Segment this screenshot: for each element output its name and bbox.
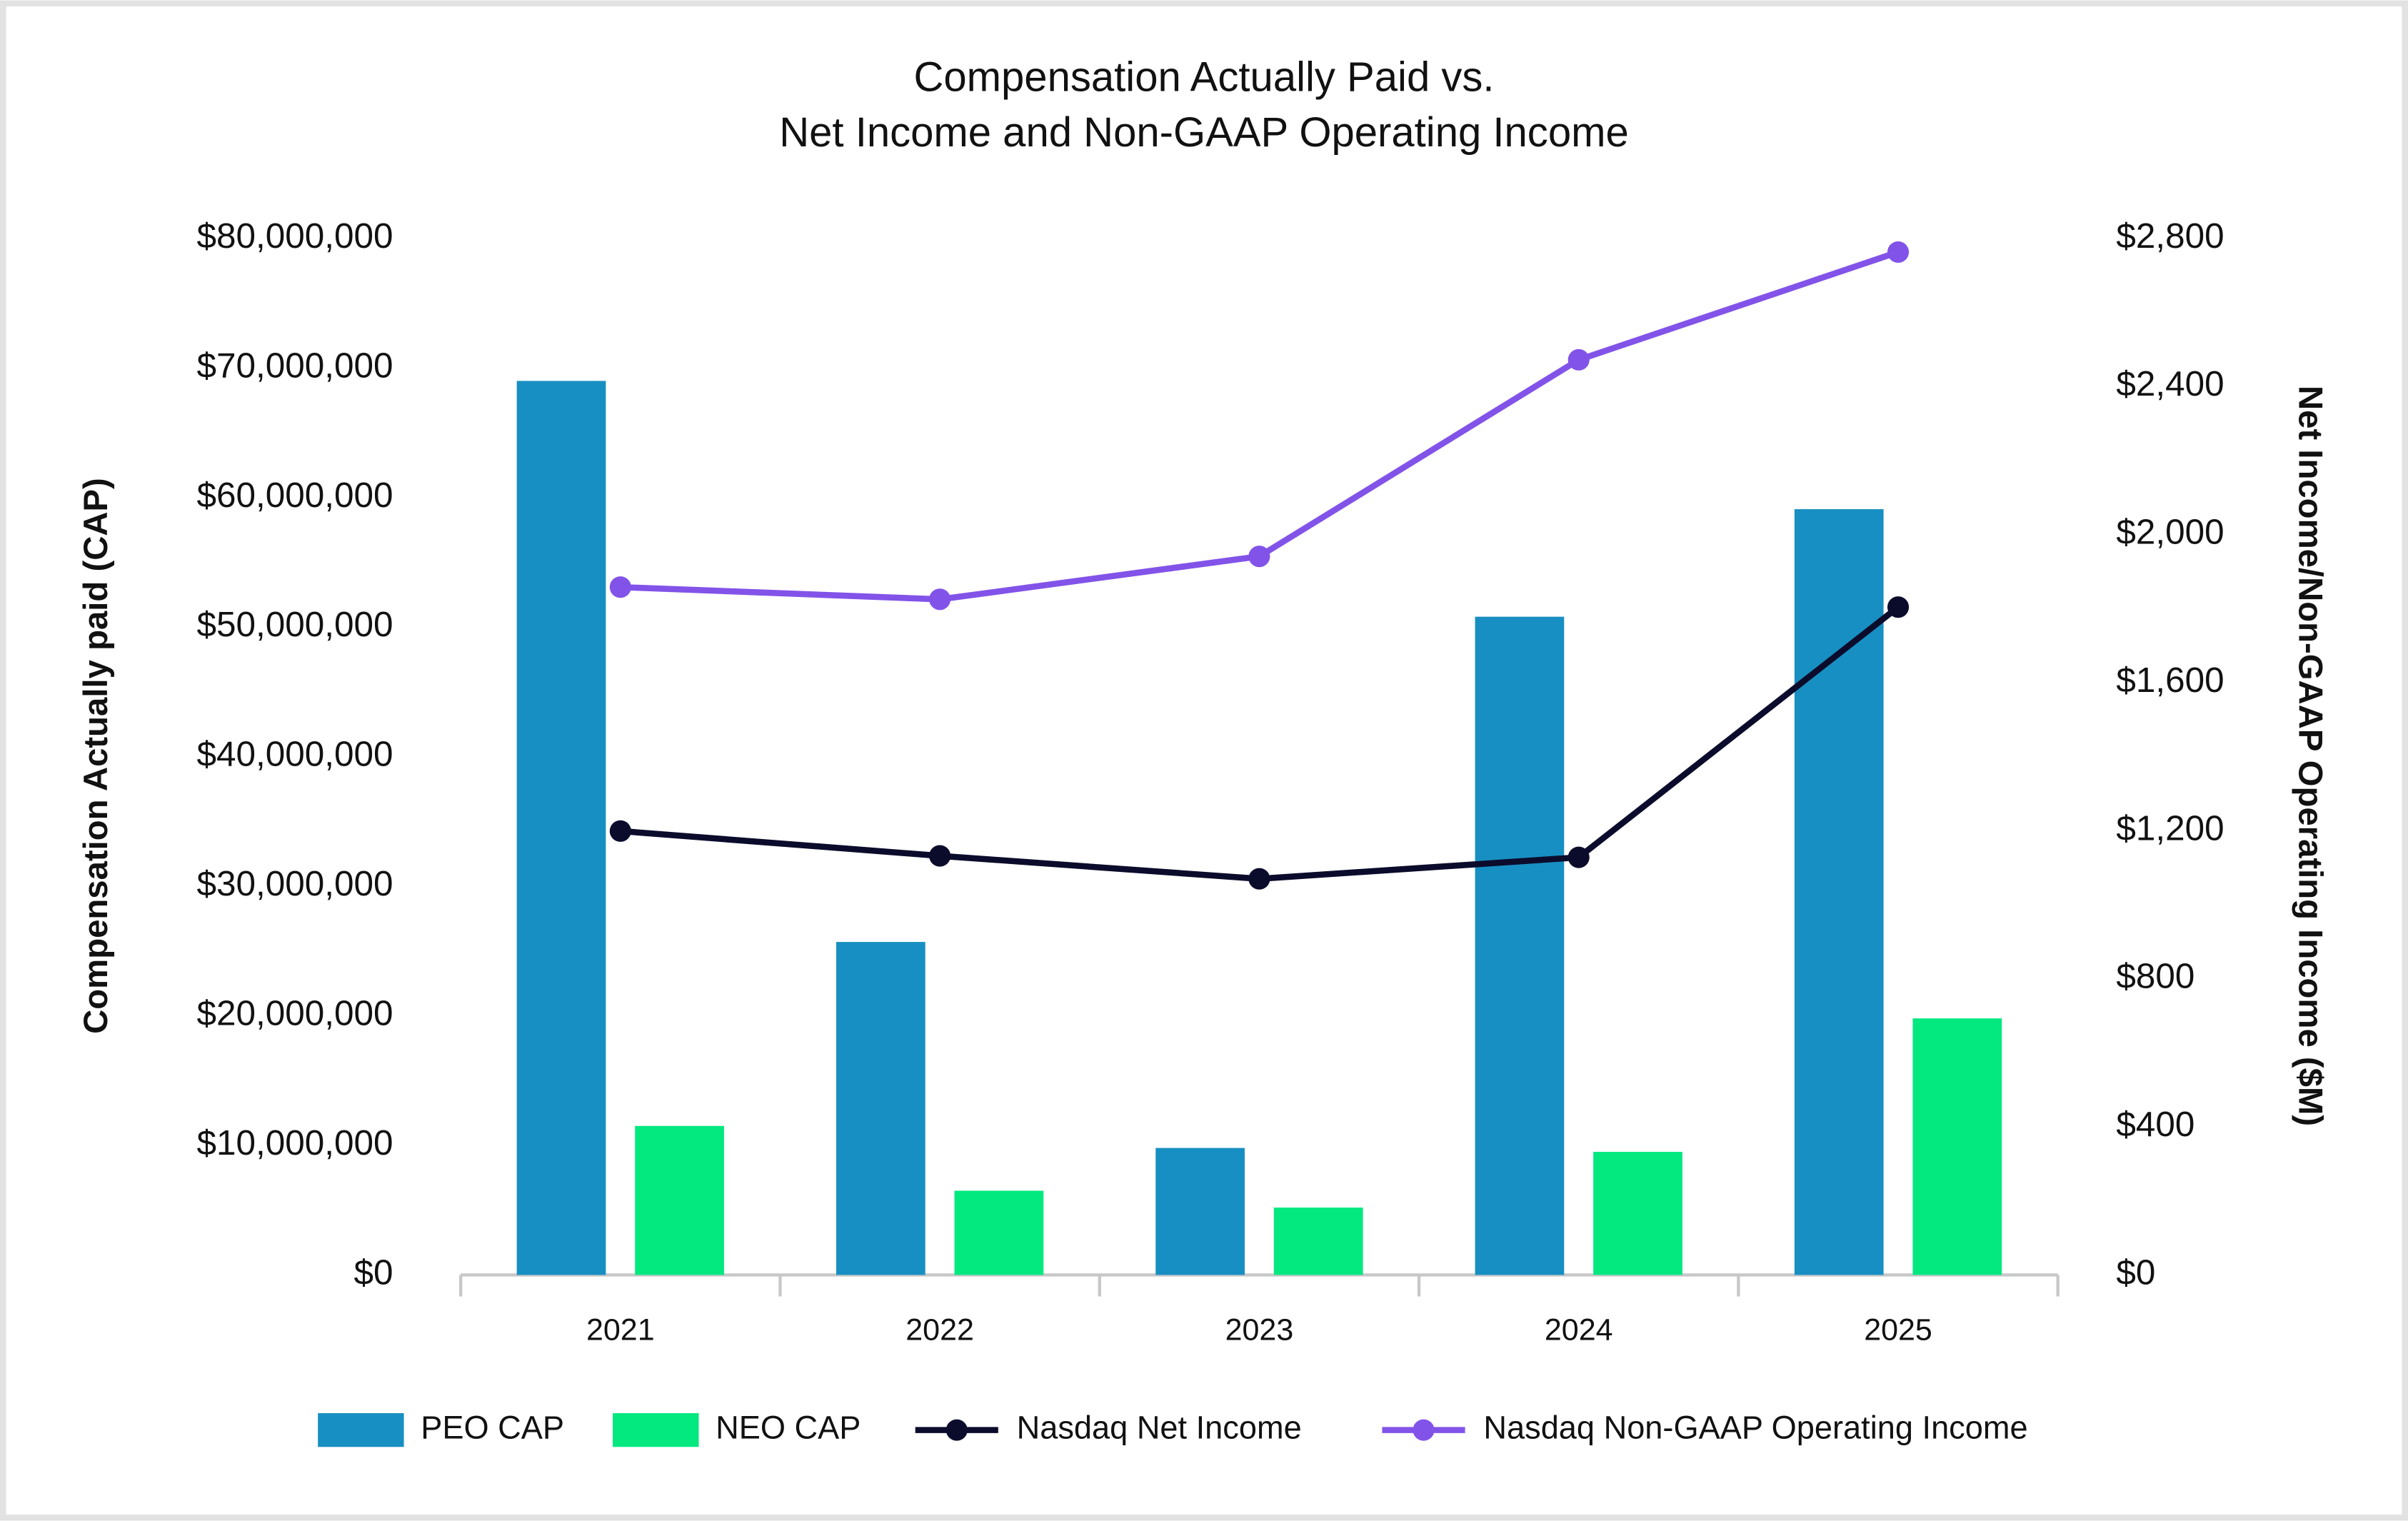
bar	[1794, 509, 1884, 1275]
line-point	[609, 820, 631, 842]
legend-label: PEO CAP	[421, 1410, 564, 1446]
y2-tick-label: $1,200	[2116, 808, 2224, 848]
line-point	[609, 576, 631, 598]
legend-label: Nasdaq Net Income	[1017, 1410, 1302, 1446]
line-point	[1567, 846, 1590, 868]
bar	[635, 1125, 724, 1275]
x-tick-label: 2025	[1864, 1312, 1932, 1347]
chart-title: Net Income and Non-GAAP Operating Income	[779, 109, 1629, 156]
line-point	[1567, 348, 1590, 371]
y2-axis-label: Net Income/Non-GAAP Operating Income ($M…	[2292, 386, 2329, 1126]
y2-tick-label: $2,800	[2116, 216, 2224, 256]
line-point	[1248, 868, 1270, 890]
y-tick-label: $20,000,000	[197, 994, 393, 1033]
bar	[954, 1190, 1044, 1275]
x-tick-label: 2021	[586, 1312, 655, 1347]
y2-tick-label: $800	[2116, 957, 2194, 996]
y-tick-label: $60,000,000	[197, 476, 393, 515]
chart-title: Compensation Actually Paid vs.	[913, 54, 1494, 101]
bar	[836, 942, 925, 1275]
x-tick-label: 2024	[1545, 1312, 1613, 1347]
y2-tick-label: $1,600	[2116, 661, 2224, 700]
bar	[516, 381, 606, 1275]
y-tick-label: $0	[354, 1253, 393, 1292]
legend-swatch	[613, 1412, 699, 1447]
x-tick-label: 2023	[1225, 1312, 1294, 1347]
line-point	[1248, 546, 1270, 568]
y2-tick-label: $0	[2116, 1253, 2155, 1292]
legend-label: Nasdaq Non-GAAP Operating Income	[1483, 1410, 2027, 1446]
line-point	[929, 845, 951, 867]
y2-tick-label: $400	[2116, 1105, 2194, 1144]
legend-label: NEO CAP	[716, 1410, 861, 1446]
bar	[1475, 616, 1565, 1275]
line-point	[1887, 241, 1910, 263]
bar	[1593, 1152, 1682, 1275]
legend-swatch	[318, 1412, 404, 1447]
y-tick-label: $10,000,000	[197, 1123, 393, 1163]
y-tick-label: $80,000,000	[197, 216, 393, 256]
bar	[1273, 1208, 1363, 1275]
y2-tick-label: $2,000	[2116, 513, 2224, 552]
y-axis-label: Compensation Actually paid (CAP)	[77, 478, 115, 1034]
y-tick-label: $70,000,000	[197, 346, 393, 385]
line-point	[1887, 596, 1910, 618]
legend-swatch	[1413, 1419, 1435, 1441]
bar	[1155, 1148, 1245, 1275]
y-tick-label: $40,000,000	[197, 735, 393, 774]
x-tick-label: 2022	[905, 1312, 974, 1347]
y-tick-label: $30,000,000	[197, 864, 393, 903]
y-tick-label: $50,000,000	[197, 605, 393, 644]
legend-swatch	[945, 1419, 968, 1441]
y2-tick-label: $2,400	[2116, 364, 2224, 403]
line-point	[929, 588, 951, 611]
bar	[1912, 1018, 2002, 1275]
